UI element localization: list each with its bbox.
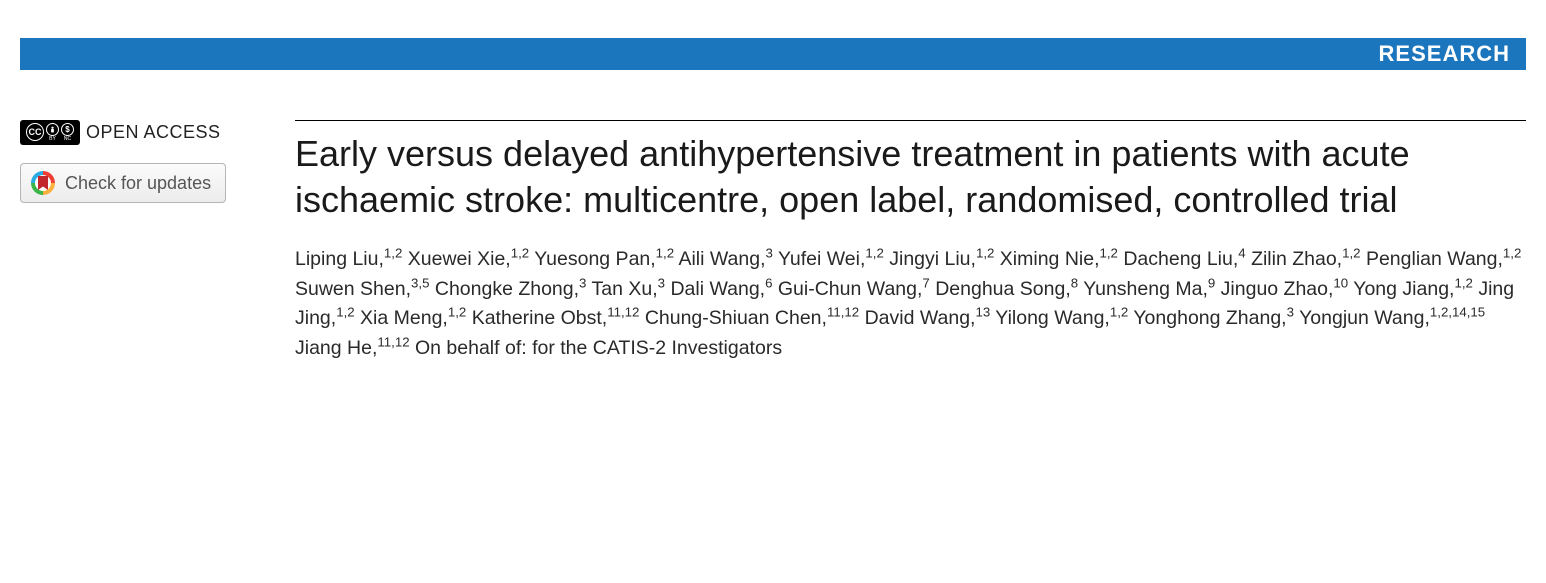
author-affiliation: 1,2: [976, 246, 994, 261]
author-affiliation: 1,2: [865, 246, 883, 261]
author-affiliation: 3: [766, 246, 773, 261]
author-affiliation: 3: [1287, 305, 1294, 320]
author: Ximing Nie,1,2: [1000, 248, 1118, 270]
author: Zilin Zhao,1,2: [1251, 248, 1360, 270]
open-access-label: OPEN ACCESS: [86, 122, 221, 143]
author-affiliation: 1,2: [1503, 246, 1521, 261]
author: Penglian Wang,1,2: [1366, 248, 1521, 270]
author: Dali Wang,6: [670, 278, 772, 300]
author-affiliation: 11,12: [607, 305, 639, 320]
author-affiliation: 9: [1208, 275, 1215, 290]
author: Xia Meng,1,2: [360, 307, 466, 329]
author-affiliation: 1,2: [511, 246, 529, 261]
article-header: Early versus delayed antihypertensive tr…: [295, 120, 1526, 364]
authors-suffix: On behalf of: for the CATIS-2 Investigat…: [415, 337, 782, 359]
author: Yong Jiang,1,2: [1353, 278, 1473, 300]
article-title: Early versus delayed antihypertensive tr…: [295, 131, 1526, 223]
author-affiliation: 3,5: [411, 275, 429, 290]
author-affiliation: 10: [1333, 275, 1348, 290]
author-affiliation: 3: [658, 275, 665, 290]
section-label: RESEARCH: [1379, 41, 1510, 67]
author-affiliation: 4: [1238, 246, 1245, 261]
section-header-bar: RESEARCH: [20, 38, 1526, 70]
cc-icon: CC: [26, 123, 44, 141]
author: Katherine Obst,11,12: [472, 307, 640, 329]
author: Jinguo Zhao,10: [1221, 278, 1349, 300]
author: Jiang He,11,12: [295, 337, 410, 359]
author-affiliation: 1,2: [1100, 246, 1118, 261]
content-row: CC BY $ NC OPEN ACCESS Check: [20, 120, 1526, 364]
author: David Wang,13: [865, 307, 991, 329]
author: Yuesong Pan,1,2: [534, 248, 674, 270]
cc-license-icon: CC BY $ NC: [20, 120, 80, 145]
author: Yufei Wei,1,2: [778, 248, 884, 270]
author: Jingyi Liu,1,2: [889, 248, 994, 270]
author-affiliation: 1,2: [656, 246, 674, 261]
author-affiliation: 3: [579, 275, 586, 290]
author: Yilong Wang,1,2: [995, 307, 1128, 329]
check-for-updates-label: Check for updates: [65, 173, 211, 194]
author-affiliation: 1,2: [1342, 246, 1360, 261]
author-list: Liping Liu,1,2 Xuewei Xie,1,2 Yuesong Pa…: [295, 245, 1526, 364]
author: Aili Wang,3: [678, 248, 772, 270]
author-affiliation: 1,2: [384, 246, 402, 261]
author: Chongke Zhong,3: [435, 278, 587, 300]
left-column: CC BY $ NC OPEN ACCESS Check: [20, 120, 295, 364]
author: Yonghong Zhang,3: [1133, 307, 1294, 329]
author-affiliation: 13: [975, 305, 990, 320]
crossmark-icon: [31, 171, 55, 195]
author: Suwen Shen,3,5: [295, 278, 429, 300]
author: Gui-Chun Wang,7: [778, 278, 930, 300]
author-affiliation: 1,2,14,15: [1430, 305, 1485, 320]
open-access-badge: CC BY $ NC OPEN ACCESS: [20, 120, 277, 145]
author: Chung-Shiuan Chen,11,12: [645, 307, 859, 329]
author-affiliation: 1,2: [448, 305, 466, 320]
author-affiliation: 8: [1071, 275, 1078, 290]
author-affiliation: 1,2: [1110, 305, 1128, 320]
author-affiliation: 1,2: [336, 305, 354, 320]
author-affiliation: 1,2: [1454, 275, 1472, 290]
author-affiliation: 11,12: [377, 335, 409, 350]
author: Yunsheng Ma,9: [1083, 278, 1215, 300]
author-affiliation: 11,12: [827, 305, 859, 320]
author: Yongjun Wang,1,2,14,15: [1299, 307, 1485, 329]
author: Dacheng Liu,4: [1123, 248, 1245, 270]
by-icon: [46, 123, 59, 136]
author-affiliation: 6: [765, 275, 772, 290]
nc-icon: $: [61, 123, 74, 136]
author: Tan Xu,3: [592, 278, 666, 300]
author-affiliation: 7: [922, 275, 929, 290]
author: Liping Liu,1,2: [295, 248, 402, 270]
author: Denghua Song,8: [935, 278, 1078, 300]
check-for-updates-button[interactable]: Check for updates: [20, 163, 226, 203]
author: Xuewei Xie,1,2: [408, 248, 529, 270]
